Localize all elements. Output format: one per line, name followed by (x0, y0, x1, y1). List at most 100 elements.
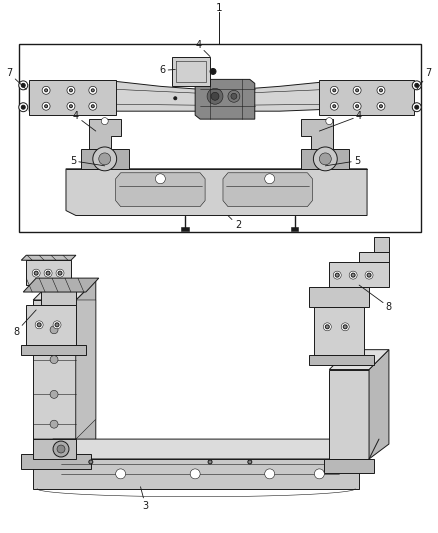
Circle shape (377, 102, 385, 110)
Text: 4: 4 (73, 111, 96, 131)
Polygon shape (329, 369, 369, 459)
Circle shape (101, 118, 108, 125)
Circle shape (32, 269, 40, 277)
Circle shape (99, 153, 111, 165)
Circle shape (174, 97, 177, 100)
Polygon shape (309, 287, 369, 307)
Circle shape (116, 469, 126, 479)
Polygon shape (181, 228, 189, 231)
Polygon shape (223, 173, 312, 207)
Circle shape (58, 271, 62, 275)
Circle shape (367, 273, 371, 277)
Polygon shape (359, 252, 389, 262)
Polygon shape (21, 454, 91, 469)
Circle shape (265, 174, 275, 184)
Polygon shape (290, 228, 298, 231)
Text: 1: 1 (215, 3, 223, 13)
Circle shape (365, 271, 373, 279)
Circle shape (333, 271, 341, 279)
Circle shape (44, 269, 52, 277)
Circle shape (70, 89, 72, 92)
Circle shape (42, 102, 50, 110)
Circle shape (349, 271, 357, 279)
Circle shape (56, 269, 64, 277)
Polygon shape (26, 305, 76, 345)
Circle shape (70, 104, 72, 108)
Circle shape (248, 460, 252, 464)
Polygon shape (23, 278, 99, 292)
Circle shape (37, 323, 41, 327)
Circle shape (351, 273, 355, 277)
Polygon shape (116, 173, 205, 207)
Text: 7: 7 (417, 68, 432, 90)
Circle shape (67, 102, 75, 110)
Circle shape (89, 102, 97, 110)
Polygon shape (374, 237, 389, 252)
Circle shape (34, 271, 38, 275)
Polygon shape (329, 350, 389, 369)
Polygon shape (29, 80, 116, 115)
Circle shape (325, 325, 329, 329)
Circle shape (335, 273, 339, 277)
Circle shape (21, 83, 25, 87)
Circle shape (367, 96, 371, 99)
Circle shape (356, 89, 359, 92)
Circle shape (314, 147, 337, 171)
Circle shape (207, 88, 223, 104)
Circle shape (412, 81, 421, 90)
Circle shape (415, 105, 419, 109)
Circle shape (155, 174, 165, 184)
Circle shape (379, 104, 382, 108)
Circle shape (248, 96, 251, 99)
Text: 7: 7 (6, 68, 26, 90)
Text: 4: 4 (195, 39, 210, 56)
Circle shape (412, 103, 421, 112)
Circle shape (19, 81, 28, 90)
Polygon shape (33, 459, 359, 489)
Circle shape (50, 390, 58, 398)
Circle shape (228, 90, 240, 102)
Circle shape (379, 89, 382, 92)
Circle shape (53, 321, 61, 329)
Polygon shape (33, 280, 96, 300)
Text: 3: 3 (141, 487, 148, 511)
Polygon shape (172, 56, 210, 86)
Polygon shape (29, 82, 411, 111)
Circle shape (231, 93, 237, 99)
Polygon shape (81, 149, 129, 169)
Circle shape (333, 89, 336, 92)
Text: 5: 5 (325, 156, 360, 166)
Polygon shape (301, 149, 349, 169)
Circle shape (314, 469, 324, 479)
Circle shape (326, 118, 333, 125)
Circle shape (91, 89, 94, 92)
Polygon shape (324, 459, 374, 473)
Polygon shape (33, 439, 379, 459)
Circle shape (319, 153, 331, 165)
Text: 6: 6 (159, 66, 175, 76)
Circle shape (190, 469, 200, 479)
Bar (19, 44, 421, 232)
Circle shape (356, 104, 359, 108)
Text: 5: 5 (70, 156, 105, 166)
Circle shape (415, 83, 419, 87)
Polygon shape (66, 169, 367, 215)
Polygon shape (314, 307, 364, 354)
Circle shape (89, 460, 93, 464)
Polygon shape (329, 262, 389, 287)
Circle shape (53, 441, 69, 457)
Circle shape (67, 86, 75, 94)
Circle shape (55, 323, 59, 327)
Circle shape (210, 68, 216, 75)
Text: 4: 4 (319, 111, 362, 131)
Circle shape (42, 86, 50, 94)
Circle shape (46, 271, 50, 275)
Circle shape (19, 103, 28, 112)
Circle shape (353, 86, 361, 94)
Polygon shape (76, 280, 96, 459)
Circle shape (353, 102, 361, 110)
Text: 2: 2 (228, 215, 241, 230)
Polygon shape (309, 354, 374, 365)
Text: 8: 8 (13, 310, 36, 337)
Circle shape (50, 356, 58, 364)
